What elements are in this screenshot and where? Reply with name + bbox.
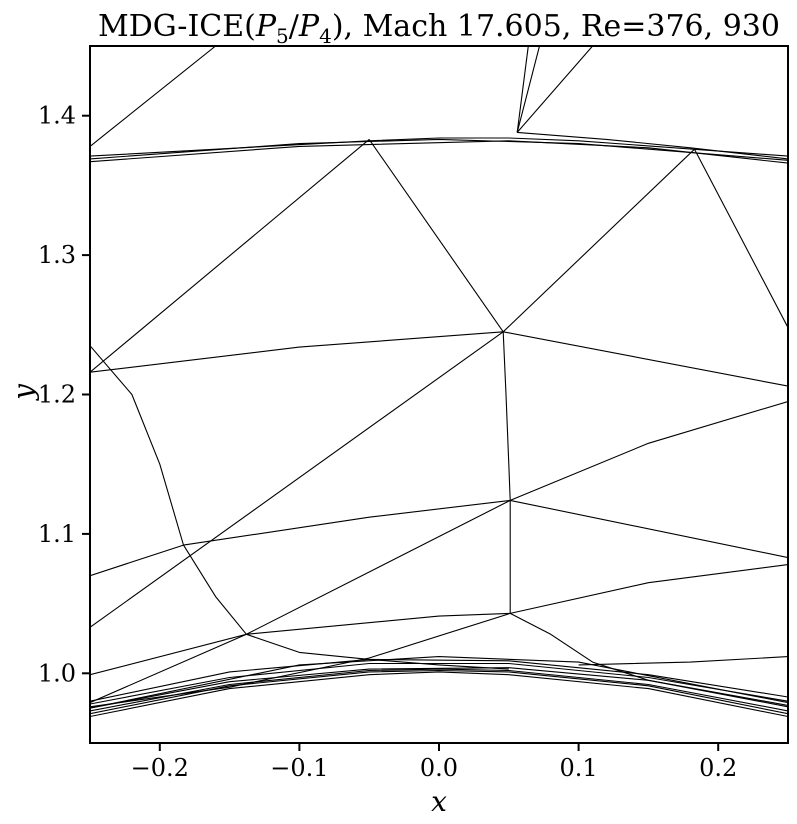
mesh-lines xyxy=(90,46,788,718)
mesh-edge xyxy=(90,140,788,164)
y-axis: 1.0 1.1 1.2 1.3 1.4 xyxy=(38,102,90,687)
mesh-edge xyxy=(510,499,788,559)
mesh-edge xyxy=(516,46,529,133)
mesh-edge xyxy=(90,671,788,718)
mesh-edge xyxy=(90,138,370,373)
mesh-edge xyxy=(90,667,788,709)
mesh-edge xyxy=(578,656,788,666)
x-tick-label: −0.2 xyxy=(131,754,189,782)
mesh-edge xyxy=(368,139,504,333)
mesh-edge xyxy=(510,564,788,614)
y-tick-label: 1.4 xyxy=(38,102,76,130)
mesh-edge xyxy=(90,612,511,708)
mesh-edge xyxy=(502,331,511,614)
mesh-edge xyxy=(90,669,788,715)
y-axis-label: y xyxy=(7,383,40,402)
mesh-edge xyxy=(517,131,788,160)
mesh-edge xyxy=(90,612,511,676)
mesh-edge xyxy=(509,612,788,708)
plot-title: MDG-ICE(P5/P4), Mach 17.605, Re=376, 930 xyxy=(98,9,780,48)
mesh-edge xyxy=(90,331,504,628)
mesh-edge xyxy=(90,499,511,577)
x-tick-label: 0.0 xyxy=(420,754,458,782)
mesh-edge xyxy=(90,46,216,147)
mesh-edge xyxy=(90,668,788,712)
mesh-edge xyxy=(90,662,788,705)
x-axis: −0.2 −0.1 0.0 0.1 0.2 xyxy=(131,743,737,782)
y-tick-label: 1.1 xyxy=(38,520,76,548)
mesh-edge xyxy=(90,658,788,702)
mesh-edge xyxy=(502,148,695,333)
mesh-edge xyxy=(90,137,788,157)
mesh-edge xyxy=(694,148,788,328)
y-tick-label: 1.3 xyxy=(38,241,76,269)
mesh-edge xyxy=(516,46,594,133)
mesh-edge xyxy=(90,656,788,709)
x-tick-label: 0.1 xyxy=(560,754,598,782)
y-tick-label: 1.0 xyxy=(38,659,76,687)
y-tick-label: 1.2 xyxy=(38,381,76,409)
x-axis-label: x xyxy=(431,785,447,818)
mesh-edge xyxy=(516,46,541,133)
mesh-edge xyxy=(90,331,504,373)
mesh-edge xyxy=(90,345,509,670)
x-tick-label: −0.1 xyxy=(270,754,328,782)
mesh-edge xyxy=(503,331,788,387)
x-tick-label: 0.2 xyxy=(699,754,737,782)
mesh-edge xyxy=(509,400,788,501)
